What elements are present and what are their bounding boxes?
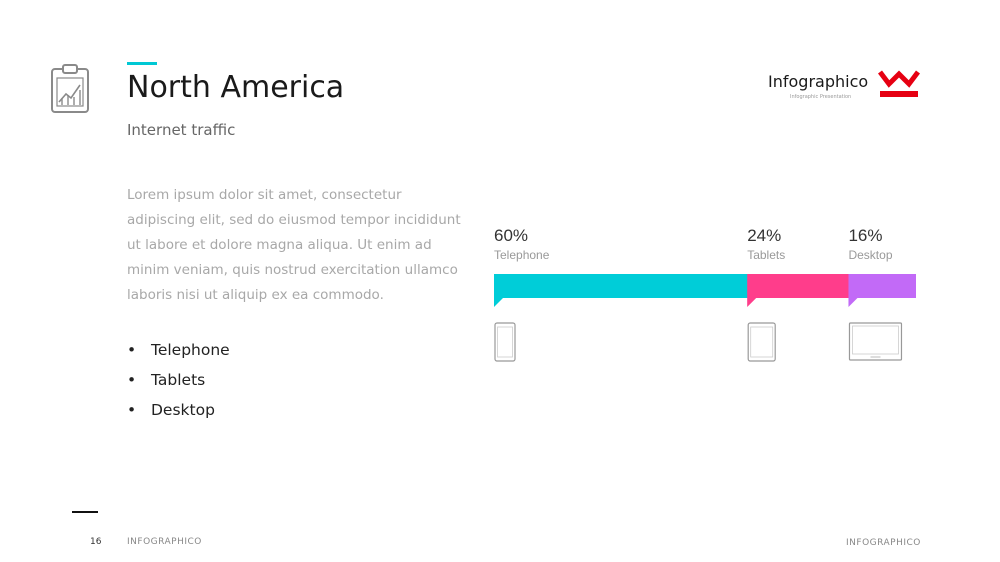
- logo-mark-icon: [878, 70, 920, 97]
- bar-desktop: [848, 274, 916, 298]
- tablet-icon-screen: [750, 326, 774, 358]
- title-accent-bar: [127, 62, 157, 65]
- footer-brand-left: INFOGRAPHICO: [127, 537, 202, 547]
- page-title: North America: [127, 70, 345, 105]
- bar-notch-tablets: [747, 298, 757, 307]
- category-label-tablets: Tablets: [747, 248, 785, 262]
- list-item-label: Telephone: [151, 341, 230, 359]
- bar-tablets: [747, 274, 849, 298]
- category-label-desktop: Desktop: [848, 248, 892, 262]
- list-item-label: Tablets: [151, 371, 206, 389]
- footer-divider: [72, 511, 98, 513]
- page-number: 16: [90, 537, 102, 547]
- bar-telephone: [494, 274, 748, 298]
- tablet-icon: [747, 322, 776, 362]
- list-item: • Desktop: [127, 401, 215, 419]
- data-label-telephone: 60%: [494, 226, 528, 245]
- phone-icon: [494, 322, 516, 362]
- category-label-telephone: Telephone: [494, 248, 550, 262]
- list-item: • Tablets: [127, 371, 206, 389]
- desktop-icon-screen: [852, 325, 899, 355]
- bar-notch-telephone: [494, 298, 503, 307]
- desktop-icon: [848, 322, 903, 361]
- bar-notch-desktop: [848, 298, 858, 307]
- clipboard-chart-icon: [51, 64, 89, 113]
- data-label-tablets: 24%: [747, 226, 781, 245]
- data-label-desktop: 16%: [848, 226, 882, 245]
- logo-text: Infographico: [768, 72, 869, 91]
- footer-brand-right: INFOGRAPHICO: [846, 538, 921, 548]
- logo-tagline: Infographic Presentation: [790, 94, 852, 100]
- body-paragraph: Lorem ipsum dolor sit amet, consectetur …: [127, 187, 461, 303]
- list-item: • Telephone: [127, 341, 230, 359]
- bullet-list: • Telephone • Tablets • Desktop: [127, 338, 230, 428]
- list-item-label: Desktop: [151, 401, 215, 419]
- page-subtitle: Internet traffic: [127, 121, 236, 139]
- phone-icon-screen: [497, 326, 513, 358]
- stacked-bar-chart: 60% Telephone 24% Tablets 16% Desktop: [494, 226, 916, 362]
